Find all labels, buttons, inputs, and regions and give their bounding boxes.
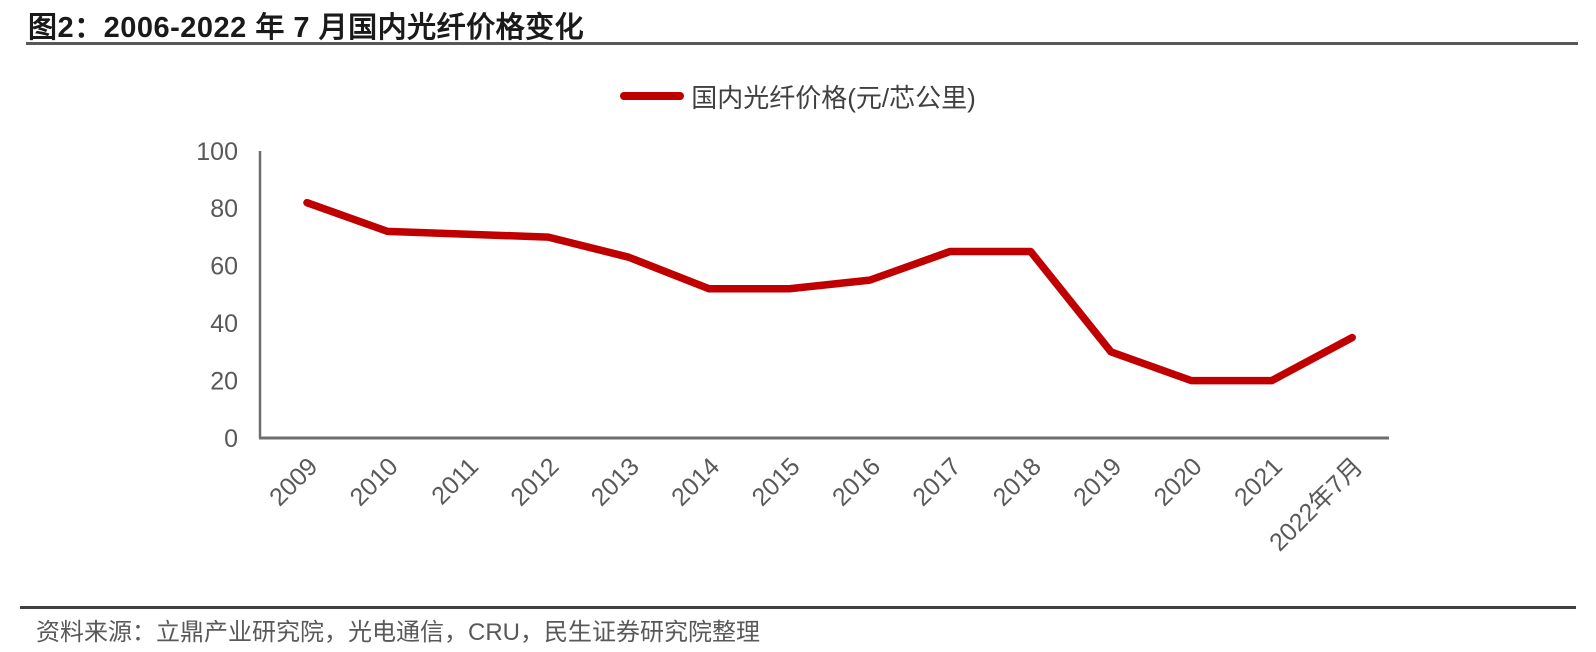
legend-series-label: 国内光纤价格(元/芯公里) — [691, 82, 976, 113]
x-axis-tick-label: 2010 — [345, 452, 404, 511]
x-axis-tick-label: 2019 — [1068, 452, 1127, 511]
footer-divider-line — [20, 606, 1576, 609]
x-axis-tick-label: 2021 — [1229, 452, 1288, 511]
x-axis-tick-label: 2015 — [747, 452, 806, 511]
y-axis-tick-label: 40 — [210, 310, 238, 338]
x-axis-tick-label: 2014 — [666, 452, 725, 511]
y-axis-tick-label: 0 — [224, 425, 238, 453]
x-axis-tick-label: 2020 — [1149, 452, 1208, 511]
fiber-price-line-chart: 0 20 40 60 80 100 2009 2010 2011 2012 2013 2014 2015… — [196, 138, 1389, 557]
x-axis-tick-label: 2017 — [907, 452, 966, 511]
x-axis-tick-label: 2018 — [988, 452, 1047, 511]
y-axis-tick-label: 60 — [210, 253, 238, 281]
title-divider-line — [26, 42, 1578, 45]
x-axis-tick-label: 2013 — [586, 452, 645, 511]
figure-title: 图2：2006-2022 年 7 月国内光纤价格变化 — [28, 12, 585, 44]
data-source-note: 资料来源：立鼎产业研究院，光电通信，CRU，民生证券研究院整理 — [36, 619, 760, 646]
chart-legend: 国内光纤价格(元/芯公里) — [0, 80, 1596, 113]
x-axis-tick-label: 2016 — [827, 452, 886, 511]
x-axis-tick-label: 2012 — [505, 452, 564, 511]
y-axis-tick-label: 20 — [210, 367, 238, 395]
price-line-series — [303, 198, 1356, 385]
x-axis-tick-label: 2009 — [264, 452, 323, 511]
y-axis-tick-label: 80 — [210, 195, 238, 223]
x-axis-tick-label: 2011 — [426, 452, 484, 510]
legend-line-swatch — [620, 92, 685, 100]
y-axis-tick-label: 100 — [196, 138, 238, 166]
